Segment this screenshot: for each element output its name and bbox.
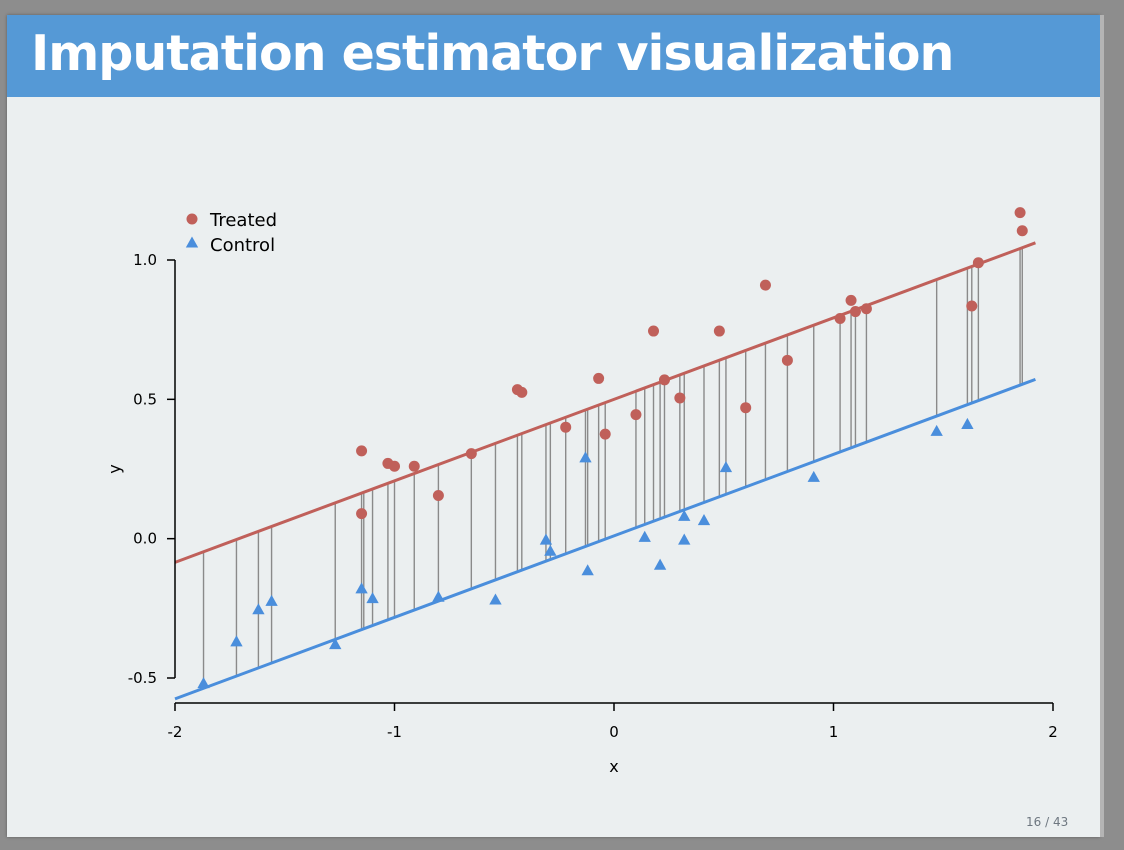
treated-point: [356, 508, 368, 520]
slide-edge-shadow: [1100, 15, 1104, 837]
control-point: [489, 593, 502, 605]
treated-point: [845, 294, 857, 306]
y-tick-label: 0.5: [133, 390, 157, 408]
control-point: [366, 592, 379, 604]
treated-point: [1014, 207, 1026, 219]
control-point: [197, 677, 210, 689]
x-axis-label: x: [609, 757, 618, 776]
x-tick-label: 1: [829, 723, 839, 741]
control-point: [355, 582, 368, 594]
control-point: [638, 530, 651, 542]
treated-point: [516, 386, 528, 398]
control-point: [230, 635, 243, 647]
treated-point: [860, 303, 872, 315]
control-point: [539, 533, 553, 545]
control-point: [581, 564, 594, 576]
slide-title: Imputation estimator visualization: [31, 25, 954, 82]
control-point: [544, 544, 557, 556]
treated-point: [674, 392, 686, 404]
page-number: 16 / 43: [1026, 815, 1069, 829]
y-axis-label: y: [105, 464, 124, 473]
treated-point: [648, 325, 660, 337]
treated-point: [972, 257, 984, 269]
control-point: [252, 603, 265, 615]
control-point: [961, 417, 974, 429]
control-fit-line: [174, 377, 1036, 701]
x-tick-label: 2: [1048, 723, 1058, 741]
legend-treated-marker: [186, 213, 198, 225]
slide: Imputation estimator visualization: [7, 15, 1100, 837]
y-tick-label: -0.5: [128, 669, 157, 687]
treated-point: [560, 421, 572, 433]
treated-point: [432, 489, 444, 501]
treated-point: [658, 374, 670, 386]
control-point: [678, 509, 691, 521]
axes: [174, 260, 1053, 704]
control-point: [678, 533, 691, 545]
control-point: [432, 590, 445, 602]
ticks: -2 -1 0 1 2 -0.5 0.0 0.5 1.0: [128, 251, 1058, 741]
treated-point: [356, 445, 368, 457]
treated-point: [834, 313, 846, 325]
treated-fit-line: [174, 241, 1036, 564]
treated-point: [713, 325, 725, 337]
data-points: [197, 207, 1028, 689]
treated-point: [740, 402, 752, 414]
control-point: [265, 594, 278, 606]
y-tick-label: 1.0: [133, 251, 157, 269]
control-point: [579, 451, 592, 463]
legend: Treated Control: [185, 210, 277, 256]
treated-point: [759, 279, 771, 291]
treated-point: [1016, 225, 1028, 237]
fit-lines: [174, 241, 1036, 701]
treated-point: [408, 460, 420, 472]
treated-point: [389, 460, 400, 472]
treated-point: [781, 354, 793, 366]
control-point: [329, 638, 342, 650]
x-tick-label: 0: [609, 723, 619, 741]
x-tick-label: -1: [387, 723, 402, 741]
treated-point: [630, 409, 642, 421]
control-point: [653, 558, 667, 570]
imputation-segments: [202, 247, 1023, 689]
control-point: [930, 424, 943, 436]
slide-header: Imputation estimator visualization: [7, 15, 1100, 97]
treated-point: [599, 428, 611, 440]
treated-point: [966, 300, 978, 312]
y-tick-label: 0.0: [133, 530, 157, 548]
legend-treated-label: Treated: [209, 210, 277, 231]
treated-point: [849, 306, 861, 318]
control-point: [719, 461, 733, 473]
control-point: [807, 470, 820, 482]
legend-control-label: Control: [210, 235, 275, 256]
control-point: [697, 514, 711, 526]
legend-control-marker: [185, 236, 199, 248]
treated-point: [593, 372, 605, 384]
x-tick-label: -2: [168, 723, 183, 741]
treated-point: [465, 448, 477, 460]
